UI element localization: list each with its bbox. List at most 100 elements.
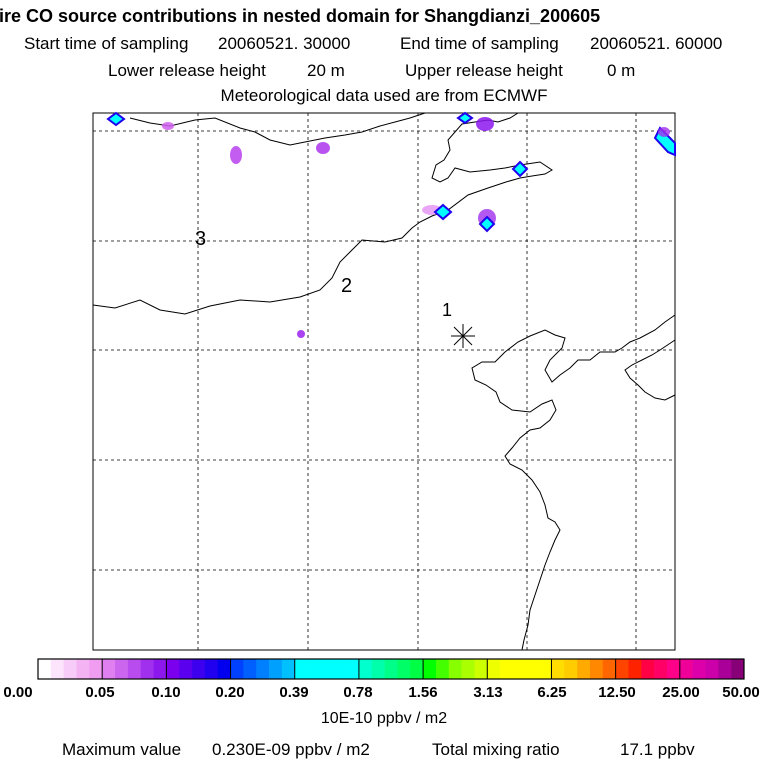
contour-label-1: 1	[442, 300, 452, 320]
fire-source-3	[511, 160, 529, 178]
colorbar-cell	[679, 659, 693, 679]
colorbar-cell	[602, 659, 616, 679]
colorbar-cell	[179, 659, 193, 679]
chart-title: Fire CO source contributions in nested d…	[0, 6, 601, 26]
fire-source-5	[478, 215, 496, 233]
colorbar-cell	[397, 659, 411, 679]
contour-label-2: 2	[341, 275, 352, 297]
colorbar-cell	[166, 659, 180, 679]
colorbar-cell	[487, 659, 501, 679]
coastline-shandong	[624, 339, 676, 401]
start-time-value: 20060521. 30000	[218, 34, 351, 53]
colorbar-tick-5: 0.78	[343, 684, 373, 701]
colorbar-cell	[153, 659, 167, 679]
colorbar-cell	[615, 659, 629, 679]
colorbar-cell	[512, 659, 527, 679]
end-time-value: 20060521. 60000	[590, 34, 723, 53]
max-value-label: Maximum value	[62, 740, 182, 759]
colorbar-cell	[551, 659, 565, 679]
colorbar-cell	[204, 659, 219, 679]
fire-blob-1	[162, 122, 174, 130]
colorbar-tick-9: 12.50	[598, 684, 636, 701]
colorbar-cell	[731, 659, 745, 679]
start-time-label: Start time of sampling	[24, 34, 189, 53]
colorbar-cell	[346, 659, 360, 679]
colorbar-cell	[333, 659, 347, 679]
colorbar-tick-4: 0.39	[279, 684, 309, 701]
colorbar-cell	[358, 659, 373, 679]
fire-blob-3	[316, 142, 330, 154]
colorbar-cell	[705, 659, 719, 679]
coastline-north	[92, 112, 553, 315]
colorbar-cell	[281, 659, 296, 679]
lower-release-label: Lower release height	[108, 61, 266, 80]
colorbar-border	[37, 658, 745, 680]
colorbar-tick-2: 0.10	[151, 684, 181, 701]
total-mixing-label: Total mixing ratio	[432, 740, 560, 759]
fire-source-4	[433, 203, 453, 221]
fire-source-2	[456, 111, 474, 125]
colorbar-cell	[589, 659, 604, 679]
colorbar-cell	[76, 659, 90, 679]
met-data-note: Meteorological data used are from ECMWF	[220, 86, 548, 105]
colorbar	[37, 658, 745, 680]
colorbar-cell	[564, 659, 578, 679]
fire-blob-8	[658, 127, 670, 137]
colorbar-cell	[50, 659, 64, 679]
colorbar-cell	[256, 659, 270, 679]
fire-blob-4	[297, 330, 305, 338]
colorbar-cell	[461, 659, 475, 679]
colorbar-cell	[538, 659, 552, 679]
colorbar-cell	[217, 659, 231, 679]
colorbar-cell	[577, 659, 591, 679]
fire-blob-5	[476, 117, 494, 131]
colorbar-tick-0: 0.00	[3, 684, 33, 701]
upper-release-value: 0 m	[607, 61, 636, 80]
lower-release-value: 20 m	[307, 61, 345, 80]
colorbar-tick-3: 0.20	[215, 684, 245, 701]
colorbar-cell	[307, 659, 321, 679]
colorbar-unit: 10E-10 ppbv / m2	[320, 710, 448, 727]
fire-sources	[106, 111, 676, 338]
colorbar-cell	[474, 659, 488, 679]
colorbar-cell	[654, 659, 668, 679]
colorbar-tick-7: 3.13	[473, 684, 503, 701]
colorbar-cell	[666, 659, 681, 679]
max-value: 0.230E-09 ppbv / m2	[212, 740, 370, 759]
colorbar-tick-10: 25.00	[662, 684, 700, 701]
grid-lines	[93, 113, 675, 650]
colorbar-tick-8: 6.25	[537, 684, 567, 701]
colorbar-tick-1: 0.05	[85, 684, 115, 701]
total-mixing-value: 17.1 ppbv	[620, 740, 695, 759]
colorbar-cell	[63, 659, 77, 679]
colorbar-cell	[718, 659, 732, 679]
colorbar-cell	[384, 659, 398, 679]
colorbar-cell	[320, 659, 334, 679]
colorbar-cell	[230, 659, 244, 679]
receptor-star-icon	[451, 324, 475, 348]
coastline-east	[471, 314, 676, 651]
colorbar-cell	[525, 659, 539, 679]
end-time-label: End time of sampling	[400, 34, 559, 53]
colorbar-cell	[243, 659, 257, 679]
colorbar-cell	[423, 659, 437, 679]
colorbar-cell	[102, 659, 116, 679]
map-frame	[92, 112, 676, 651]
colorbar-cell	[38, 659, 52, 679]
colorbar-cell	[115, 659, 129, 679]
colorbar-cell	[127, 659, 141, 679]
fire-blob-2	[230, 146, 242, 164]
colorbar-cell	[628, 659, 642, 679]
colorbar-cell	[641, 659, 655, 679]
colorbar-cell	[410, 659, 424, 679]
fire-source-1	[106, 111, 126, 127]
colorbar-cell	[371, 659, 385, 679]
colorbar-cell	[269, 659, 283, 679]
colorbar-cell	[294, 659, 308, 679]
coastline-top-bay	[129, 112, 426, 146]
coastline	[92, 112, 676, 651]
colorbar-cell	[140, 659, 154, 679]
colorbar-cell	[500, 659, 514, 679]
upper-release-label: Upper release height	[405, 61, 563, 80]
